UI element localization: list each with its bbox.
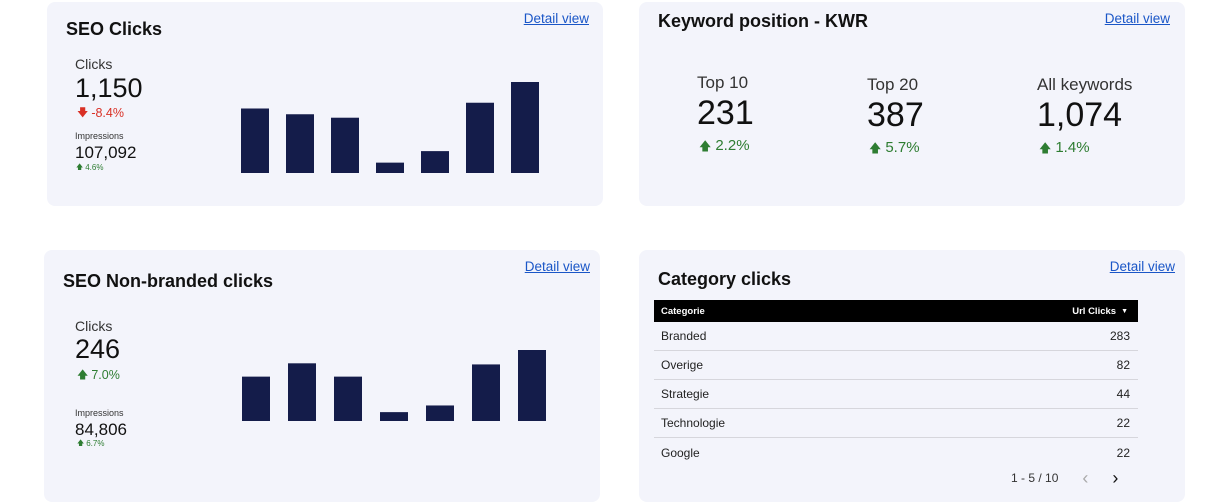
chevron-right-icon[interactable]: › — [1112, 468, 1119, 488]
nonbranded-clicks-delta-value: 7.0% — [91, 368, 120, 382]
row-clicks: 283 — [1109, 329, 1130, 343]
table-header: Categorie Url Clicks ▼ — [654, 300, 1138, 322]
keyword-position-detail-link[interactable]: Detail view — [1104, 11, 1170, 26]
row-category: Overige — [661, 358, 704, 372]
clicks-delta-value: -8.4% — [91, 106, 124, 120]
bar-5 — [421, 151, 449, 173]
seo-clicks-title: SEO Clicks — [66, 19, 163, 39]
arrow-up-icon: 🡅 — [77, 368, 89, 381]
nonbranded-clicks-label: Clicks — [75, 318, 113, 334]
all-keywords-label: All keywords — [1037, 75, 1133, 94]
seo-nonbranded-title: SEO Non-branded clicks — [63, 271, 274, 291]
nonbranded-impressions-label: Impressions — [75, 408, 124, 418]
pagination-range: 1 - 5 / 10 — [1011, 471, 1059, 485]
bar-1 — [241, 108, 269, 173]
nonbranded-impressions-delta: 🡅 6.7% — [77, 439, 104, 448]
bar-7 — [518, 350, 546, 421]
chevron-left-icon[interactable]: ‹ — [1082, 468, 1089, 488]
arrow-up-icon: 🡅 — [1039, 140, 1052, 155]
row-clicks: 82 — [1116, 358, 1130, 372]
bar-2 — [286, 114, 314, 173]
sort-desc-icon: ▼ — [1121, 307, 1128, 315]
top10-label: Top 10 — [697, 73, 749, 92]
top20-delta: 🡅 5.7% — [869, 139, 920, 156]
row-clicks: 22 — [1116, 445, 1130, 460]
nonbranded-impressions-value: 84,806 — [75, 420, 127, 439]
category-clicks-title: Category clicks — [658, 269, 792, 289]
category-clicks-detail-link[interactable]: Detail view — [1109, 259, 1175, 274]
seo-clicks-bar-chart — [241, 82, 539, 173]
top10-delta: 🡅 2.2% — [699, 137, 750, 154]
arrow-down-icon: 🡇 — [77, 106, 89, 119]
table-row[interactable]: Overige 82 — [654, 351, 1138, 380]
arrow-up-icon: 🡅 — [699, 138, 712, 153]
row-clicks: 22 — [1116, 416, 1130, 430]
nonbranded-clicks-value: 246 — [75, 334, 121, 364]
clicks-delta: 🡇 -8.4% — [77, 106, 124, 120]
arrow-up-icon: 🡅 — [76, 164, 84, 171]
bar-7 — [511, 82, 539, 173]
top10-delta-value: 2.2% — [715, 137, 750, 154]
table-row[interactable]: Technologie 22 — [654, 409, 1138, 438]
bar-2 — [288, 363, 316, 421]
clicks-label: Clicks — [75, 56, 113, 72]
impressions-delta: 🡅 4.6% — [76, 163, 103, 172]
column-header-url-clicks-label: Url Clicks — [1072, 305, 1117, 317]
impressions-value: 107,092 — [75, 143, 137, 162]
all-keywords-value: 1,074 — [1037, 96, 1123, 134]
bar-3 — [334, 376, 362, 421]
row-category: Branded — [661, 329, 707, 343]
table-row[interactable]: Strategie 44 — [654, 380, 1138, 409]
top10-value: 231 — [697, 94, 754, 132]
bar-4 — [376, 162, 404, 173]
row-category: Google — [661, 445, 700, 460]
row-category: Strategie — [661, 387, 710, 401]
column-header-url-clicks[interactable]: Url Clicks ▼ — [1072, 306, 1128, 317]
bar-1 — [242, 376, 270, 421]
arrow-up-icon: 🡅 — [77, 440, 85, 447]
top20-value: 387 — [867, 96, 924, 134]
seo-nonbranded-card: SEO Non-branded clicks Detail view Click… — [44, 250, 600, 502]
category-table: Categorie Url Clicks ▼ Branded 283 Overi… — [654, 300, 1138, 467]
nonbranded-clicks-delta: 🡅 7.0% — [77, 368, 120, 382]
all-keywords-delta: 🡅 1.4% — [1039, 139, 1090, 156]
pagination: 1 - 5 / 10 ‹ › — [1011, 469, 1118, 487]
bar-6 — [472, 364, 500, 421]
seo-clicks-detail-link[interactable]: Detail view — [523, 11, 589, 26]
impressions-delta-value: 4.6% — [85, 163, 104, 172]
seo-nonbranded-bar-chart — [242, 350, 546, 421]
arrow-up-icon: 🡅 — [869, 140, 882, 155]
row-category: Technologie — [661, 416, 726, 430]
top20-delta-value: 5.7% — [885, 139, 920, 156]
bar-4 — [380, 412, 408, 421]
clicks-value: 1,150 — [75, 73, 143, 103]
column-header-categorie[interactable]: Categorie — [661, 305, 705, 317]
table-row[interactable]: Branded 283 — [654, 322, 1138, 351]
top20-label: Top 20 — [867, 75, 919, 94]
seo-clicks-card: SEO Clicks Detail view Clicks 1,150 🡇 -8… — [47, 2, 603, 206]
impressions-label: Impressions — [75, 131, 124, 141]
bar-3 — [331, 117, 359, 173]
all-keywords-delta-value: 1.4% — [1055, 139, 1090, 156]
keyword-position-card: Keyword position - KWR Detail view Top 1… — [639, 2, 1185, 206]
nonbranded-impressions-delta-value: 6.7% — [86, 439, 105, 448]
seo-nonbranded-detail-link[interactable]: Detail view — [524, 259, 590, 274]
table-row[interactable]: Google 22 — [654, 438, 1138, 467]
category-clicks-card: Category clicks Detail view Categorie Ur… — [639, 250, 1185, 502]
keyword-position-title: Keyword position - KWR — [658, 11, 868, 31]
bar-6 — [466, 102, 494, 173]
row-clicks: 44 — [1116, 387, 1130, 401]
bar-5 — [426, 405, 454, 421]
